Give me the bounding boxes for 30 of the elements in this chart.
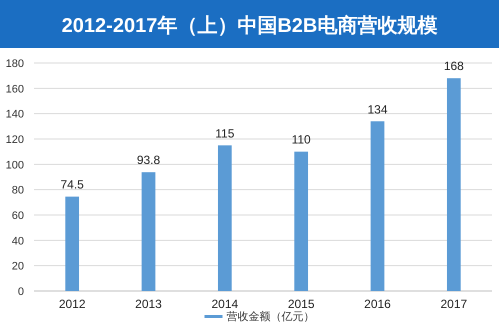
bar — [446, 78, 461, 291]
data-label: 134 — [367, 102, 388, 116]
bar — [370, 121, 384, 291]
y-tick-label: 80 — [12, 184, 24, 197]
bar — [142, 172, 156, 291]
x-tick-label: 2014 — [211, 297, 239, 311]
data-label: 93.8 — [136, 153, 160, 168]
x-tick-label: 2015 — [288, 297, 315, 311]
chart-title: 2012-2017年（上）中国B2B电商营收规模 — [62, 14, 438, 37]
y-tick-label: 180 — [6, 58, 24, 70]
data-label: 110 — [292, 132, 312, 147]
y-tick-label: 160 — [6, 83, 24, 96]
x-tick-label: 2013 — [135, 297, 162, 311]
bar — [218, 145, 232, 291]
y-tick-label: 40 — [12, 235, 24, 248]
bar — [294, 152, 308, 291]
x-tick-label: 2012 — [58, 297, 86, 311]
y-tick-label: 100 — [6, 159, 24, 172]
data-label: 115 — [215, 126, 235, 140]
y-tick-label: 60 — [12, 210, 24, 222]
bar — [65, 196, 80, 291]
y-tick-label: 0 — [18, 286, 24, 298]
x-tick-label: 2016 — [364, 297, 392, 311]
y-tick-label: 20 — [12, 260, 24, 273]
y-tick-label: 120 — [6, 134, 24, 146]
data-label: 74.5 — [60, 178, 84, 192]
x-tick-label: 2017 — [440, 297, 468, 311]
y-tick-label: 140 — [6, 108, 24, 121]
legend-label: 营收金额（亿元） — [226, 310, 314, 323]
data-label: 168 — [444, 59, 464, 74]
